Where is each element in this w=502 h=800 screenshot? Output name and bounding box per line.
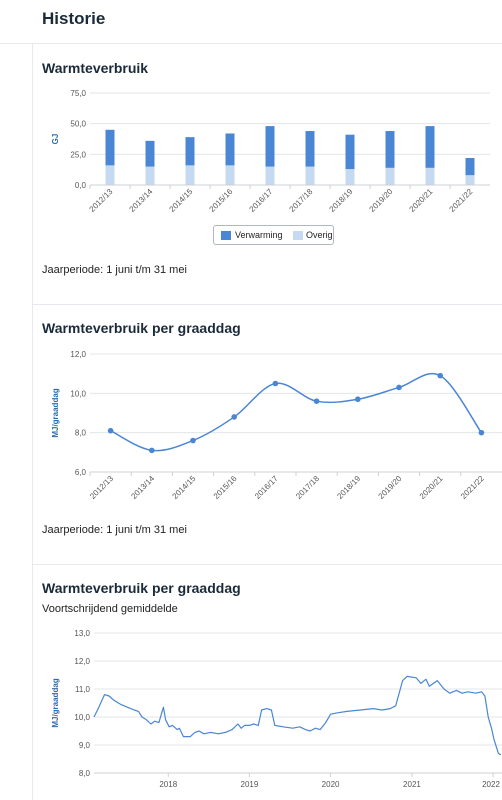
x-tick-label: 2021 xyxy=(403,780,421,789)
legend-label-verwarming: Verwarming xyxy=(235,230,283,240)
section-divider xyxy=(33,564,502,565)
y-tick-label: 25,0 xyxy=(70,150,86,159)
data-point xyxy=(190,437,196,444)
data-point xyxy=(272,380,279,387)
bar-overig xyxy=(225,165,235,185)
x-tick-label: 2016/17 xyxy=(248,187,275,214)
y-axis-label: MJ/graaddag xyxy=(51,388,60,437)
x-tick-label: 2020 xyxy=(322,780,340,789)
bar-verwarming xyxy=(185,137,195,166)
section-voortschrijdend: Warmteverbruik per graaddag Voortschrijd… xyxy=(33,565,502,800)
y-tick-label: 8,0 xyxy=(75,429,87,438)
year-period-note: Jaarperiode: 1 juni t/m 31 mei xyxy=(42,524,187,536)
page-title: Historie xyxy=(42,9,106,28)
y-axis-label: GJ xyxy=(51,134,60,145)
y-tick-label: 75,0 xyxy=(70,89,86,98)
x-tick-label: 2018/19 xyxy=(328,187,355,214)
data-point xyxy=(478,429,485,436)
x-tick-label: 2015/16 xyxy=(212,474,239,501)
y-tick-label: 10,0 xyxy=(74,713,90,722)
y-axis-label: MJ/graaddag xyxy=(51,678,60,727)
y-tick-label: 13,0 xyxy=(74,629,90,638)
page-header: Historie xyxy=(0,0,502,44)
y-tick-label: 11,0 xyxy=(75,685,91,694)
data-point xyxy=(396,384,402,391)
legend-label-overig: Overig xyxy=(306,230,333,240)
section-divider xyxy=(33,304,502,305)
y-tick-label: 9,0 xyxy=(79,741,91,750)
data-point xyxy=(231,414,237,420)
bar-verwarming xyxy=(425,126,435,168)
bar-verwarming xyxy=(265,126,275,167)
section-subtitle: Voortschrijdend gemiddelde xyxy=(42,603,178,615)
bar-overig xyxy=(265,166,275,185)
data-point xyxy=(355,396,361,403)
chart-legend[interactable]: Verwarming Overig xyxy=(213,225,334,245)
x-tick-label: 2014/15 xyxy=(171,474,198,501)
x-tick-label: 2020/21 xyxy=(418,474,445,501)
x-tick-label: 2019 xyxy=(241,780,259,789)
x-tick-label: 2017/18 xyxy=(294,474,321,501)
y-tick-label: 12,0 xyxy=(74,657,90,666)
bar-verwarming xyxy=(305,131,315,167)
section-title: Warmteverbruik per graaddag xyxy=(42,580,241,596)
data-point xyxy=(313,398,320,404)
bar-verwarming xyxy=(145,140,155,167)
bar-overig xyxy=(465,175,475,185)
x-tick-label: 2013/14 xyxy=(128,187,155,214)
x-tick-label: 2014/15 xyxy=(168,187,195,214)
chart-warmteverbruik: 0,0 25,0 50,0 75,0 GJ 2012/13 2013/14 2014/15 20… xyxy=(51,89,490,214)
section-title: Warmteverbruik per graaddag xyxy=(42,320,241,336)
x-tick-label: 2017/18 xyxy=(288,187,315,214)
bar-overig xyxy=(345,169,355,185)
year-period-note: Jaarperiode: 1 juni t/m 31 mei xyxy=(42,264,187,276)
data-point xyxy=(437,372,444,379)
bar-verwarming xyxy=(465,158,475,176)
x-tick-label: 2021/22 xyxy=(459,474,486,501)
bar-overig xyxy=(185,165,195,185)
y-tick-label: 10,0 xyxy=(70,389,86,398)
data-point xyxy=(107,427,114,434)
x-tick-label: 2012/13 xyxy=(88,474,115,501)
x-tick-label: 2012/13 xyxy=(88,187,115,214)
bar-overig xyxy=(145,166,155,185)
content-border xyxy=(32,0,33,800)
series-line xyxy=(110,372,483,452)
x-tick-label: 2018 xyxy=(159,780,177,789)
section-per-graaddag: Warmteverbruik per graaddag xyxy=(33,305,502,565)
x-tick-label: 2016/17 xyxy=(253,474,280,501)
y-tick-label: 8,0 xyxy=(79,769,91,778)
bar-verwarming xyxy=(105,129,115,166)
bar-verwarming xyxy=(385,131,395,168)
bar-overig xyxy=(105,165,115,185)
x-tick-label: 2019/20 xyxy=(368,187,395,214)
x-tick-label: 2022 xyxy=(482,780,500,789)
bar-overig xyxy=(425,167,435,185)
chart-voortschrijdend: 8,0 9,0 10,0 11,0 12,0 13,0 MJ/graaddag 2018 201… xyxy=(51,629,502,789)
section-title: Warmteverbruik xyxy=(42,60,149,76)
y-tick-label: 50,0 xyxy=(70,120,86,129)
y-tick-label: 12,0 xyxy=(70,350,86,359)
bar-overig xyxy=(305,166,315,185)
legend-swatch-overig xyxy=(293,231,303,240)
y-tick-label: 6,0 xyxy=(75,468,87,477)
x-tick-label: 2020/21 xyxy=(408,187,435,214)
bar-verwarming xyxy=(345,134,355,170)
x-tick-label: 2018/19 xyxy=(335,474,362,501)
x-tick-label: 2013/14 xyxy=(129,474,156,501)
x-tick-label: 2019/20 xyxy=(377,474,404,501)
y-tick-label: 0,0 xyxy=(75,181,87,190)
x-tick-label: 2015/16 xyxy=(208,187,235,214)
legend-swatch-verwarming xyxy=(221,231,231,240)
bar-verwarming xyxy=(225,133,235,166)
series-line xyxy=(93,675,502,756)
bar-overig xyxy=(385,167,395,185)
chart-per-graaddag: 6,0 8,0 10,0 12,0 MJ/graaddag 2012/13 2013/14 2… xyxy=(51,350,502,501)
x-tick-label: 2021/22 xyxy=(448,187,475,214)
data-point xyxy=(149,447,155,454)
